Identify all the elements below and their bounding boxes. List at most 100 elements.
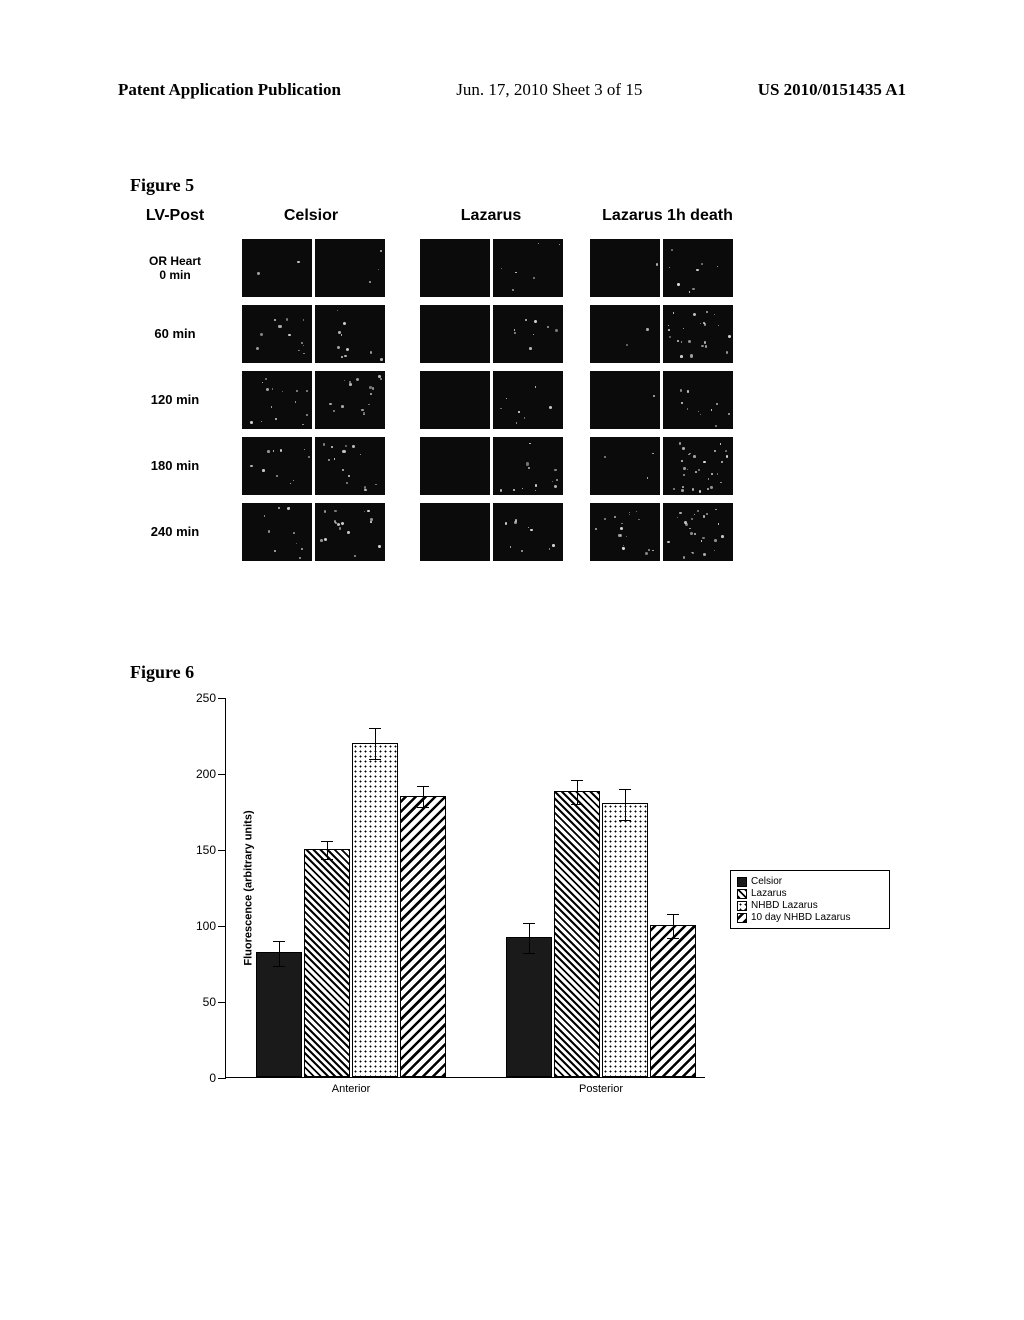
figure6-xcategory-label: Posterior <box>579 1083 623 1095</box>
figure5-tile <box>493 371 563 429</box>
figure5-row: 180 min <box>130 433 890 499</box>
figure5-row-label: 240 min <box>130 524 220 540</box>
legend-label: Celsior <box>751 876 782 887</box>
figure5-col-header-3: Lazarus 1h death <box>580 207 755 225</box>
figure6-ylabel: Fluorescence (arbitrary units) <box>243 810 255 965</box>
figure6-bar <box>400 796 446 1077</box>
legend-swatch <box>737 877 747 887</box>
header-right: US 2010/0151435 A1 <box>758 80 906 100</box>
figure5-col-header-2: Lazarus <box>402 207 580 225</box>
legend-item: Lazarus <box>737 888 883 899</box>
legend-label: NHBD Lazarus <box>751 900 818 911</box>
figure5-tile-pair <box>220 239 402 297</box>
figure5-tile <box>315 305 385 363</box>
figure5-tile <box>420 239 490 297</box>
figure5-tile <box>242 371 312 429</box>
legend-swatch <box>737 913 747 923</box>
figure6-bar <box>304 849 350 1077</box>
figure6-xcategory-label: Anterior <box>332 1083 371 1095</box>
legend-swatch <box>737 901 747 911</box>
figure5-tile <box>590 371 660 429</box>
figure5-tile <box>242 305 312 363</box>
legend-item: Celsior <box>737 876 883 887</box>
figure5-tile-pair <box>220 371 402 429</box>
figure5-tile <box>315 371 385 429</box>
figure5-tile <box>315 503 385 561</box>
legend-swatch <box>737 889 747 899</box>
figure5-row: 60 min <box>130 301 890 367</box>
figure5-tile <box>420 437 490 495</box>
legend-item: 10 day NHBD Lazarus <box>737 912 883 923</box>
figure5-tile <box>663 437 733 495</box>
figure6-ytick-label: 100 <box>188 919 216 933</box>
figure6-ytick-label: 150 <box>188 843 216 857</box>
figure6-ytick-label: 50 <box>188 995 216 1009</box>
figure5-tile <box>420 305 490 363</box>
figure5-tile <box>590 305 660 363</box>
figure6-bar <box>554 791 600 1077</box>
figure5-row: 120 min <box>130 367 890 433</box>
figure5-tile-pair <box>402 305 580 363</box>
figure6-label: Figure 6 <box>130 662 194 683</box>
figure5-row-label: 60 min <box>130 326 220 342</box>
legend-label: Lazarus <box>751 888 787 899</box>
figure5-col-header-0: LV-Post <box>130 207 220 225</box>
legend-label: 10 day NHBD Lazarus <box>751 912 851 923</box>
figure5-grid: LV-PostCelsiorLazarusLazarus 1h death OR… <box>130 207 890 565</box>
figure5-tile-pair <box>220 437 402 495</box>
figure6-ytick-label: 250 <box>188 691 216 705</box>
figure5-tile <box>420 503 490 561</box>
figure5-tile <box>242 503 312 561</box>
figure5-rows: OR Heart0 min 60 min 120 min 180 min 240 min <box>130 235 890 565</box>
figure5-tile-pair <box>580 371 755 429</box>
figure5-tile <box>493 239 563 297</box>
figure6-ytick-label: 200 <box>188 767 216 781</box>
figure5-tile-pair <box>220 305 402 363</box>
figure6-legend: CelsiorLazarusNHBD Lazarus10 day NHBD La… <box>730 870 890 929</box>
figure5-tile-pair <box>402 371 580 429</box>
figure5-tile-pair <box>402 503 580 561</box>
page-header: Patent Application Publication Jun. 17, … <box>0 80 1024 100</box>
figure5-tile <box>420 371 490 429</box>
figure5-tile <box>242 437 312 495</box>
figure5-tile-pair <box>580 437 755 495</box>
figure5-tile <box>493 437 563 495</box>
figure5-tile <box>493 305 563 363</box>
figure5-tile <box>242 239 312 297</box>
figure6-bar <box>650 925 696 1077</box>
figure5-row: 240 min <box>130 499 890 565</box>
figure6-bar <box>256 952 302 1077</box>
figure5-column-headers: LV-PostCelsiorLazarusLazarus 1h death <box>130 207 890 225</box>
legend-item: NHBD Lazarus <box>737 900 883 911</box>
figure6-bar <box>506 937 552 1077</box>
figure5-tile <box>315 437 385 495</box>
figure5-tile <box>663 305 733 363</box>
header-center: Jun. 17, 2010 Sheet 3 of 15 <box>456 80 642 100</box>
header-left: Patent Application Publication <box>118 80 341 100</box>
figure5-tile-pair <box>220 503 402 561</box>
figure6-plot-area: Fluorescence (arbitrary units) 050100150… <box>225 698 705 1078</box>
figure5-tile-pair <box>402 239 580 297</box>
figure6-chart: Fluorescence (arbitrary units) 0 50 100 150… <box>165 688 720 1118</box>
figure5-row-label: 120 min <box>130 392 220 408</box>
figure5-col-header-1: Celsior <box>220 207 402 225</box>
figure5-tile <box>590 437 660 495</box>
figure5-tile <box>663 503 733 561</box>
figure5-tile <box>663 239 733 297</box>
figure5-row-label: 180 min <box>130 458 220 474</box>
figure6-ytick-label: 0 <box>188 1071 216 1085</box>
figure5-tile <box>493 503 563 561</box>
figure5-tile-pair <box>580 305 755 363</box>
figure5-label: Figure 5 <box>130 175 194 196</box>
figure5-tile-pair <box>402 437 580 495</box>
figure5-tile <box>590 239 660 297</box>
figure5-row: OR Heart0 min <box>130 235 890 301</box>
figure5-tile-pair <box>580 503 755 561</box>
figure5-tile-pair <box>580 239 755 297</box>
figure6-bar <box>602 803 648 1077</box>
figure6-bar <box>352 743 398 1077</box>
figure5-tile <box>590 503 660 561</box>
figure5-tile <box>315 239 385 297</box>
figure5-row-label: OR Heart0 min <box>130 254 220 283</box>
figure5-tile <box>663 371 733 429</box>
